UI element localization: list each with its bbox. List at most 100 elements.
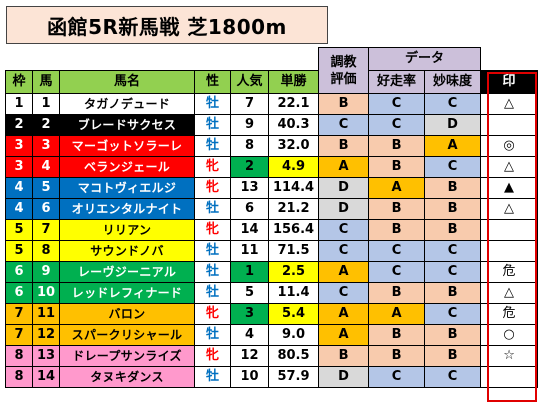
header-uma: 馬 [32, 70, 60, 94]
odds-cell: 4.9 [267, 156, 320, 178]
header-waku: 枠 [5, 70, 33, 94]
mark-cell: 危 [480, 303, 539, 325]
sex-cell: 牡 [194, 366, 231, 388]
chokyo-grade-cell: D [318, 198, 370, 220]
header-chokyo-line1: 調教 [330, 54, 357, 70]
popularity-cell: 10 [230, 366, 269, 388]
horse-name-cell: バロン [59, 303, 195, 325]
mark-cell: ▲ [480, 177, 539, 199]
mimi-grade-cell: B [424, 177, 482, 199]
chokyo-grade-cell: C [318, 282, 370, 304]
odds-cell: 2.5 [267, 261, 320, 283]
popularity-cell: 12 [230, 345, 269, 367]
waku-cell: 7 [5, 303, 33, 325]
horse-name-cell: タガノデュード [59, 93, 195, 115]
mark-cell: ☆ [480, 345, 539, 367]
chokyo-grade-cell: A [318, 261, 370, 283]
table-row: 4 5 マコトヴィエルジ牝 13 114.4 D A B ▲ [5, 177, 539, 199]
header-chokyo-line2: 評価 [330, 71, 357, 87]
chokyo-grade-cell: A [318, 156, 370, 178]
popularity-cell: 14 [230, 219, 269, 241]
odds-cell: 80.5 [267, 345, 320, 367]
waku-cell: 4 [5, 177, 33, 199]
kosou-grade-cell: C [368, 261, 426, 283]
uma-cell: 7 [32, 219, 60, 241]
kosou-grade-cell: C [368, 366, 426, 388]
popularity-cell: 11 [230, 240, 269, 262]
odds-cell: 21.2 [267, 198, 320, 220]
table-row: 5 8 サウンドノバ牡 11 71.5 C C C [5, 240, 539, 262]
waku-cell: 5 [5, 219, 33, 241]
kosou-grade-cell: B [368, 324, 426, 346]
horse-name-cell: オリエンタルナイト [59, 198, 195, 220]
waku-cell: 8 [5, 366, 33, 388]
header-mark: 印 [480, 70, 539, 94]
kosou-grade-cell: B [368, 219, 426, 241]
mimi-grade-cell: C [424, 303, 482, 325]
kosou-grade-cell: B [368, 135, 426, 157]
header-data-group: データ [368, 47, 482, 71]
mimi-grade-cell: B [424, 345, 482, 367]
race-table: 調教 評価 データ 枠 馬 馬名 性 人気 単勝 好走率 妙味度 印 1 1 タガノ… [5, 47, 539, 388]
popularity-cell: 6 [230, 198, 269, 220]
waku-cell: 2 [5, 114, 33, 136]
table-row: 6 9 レーヴジーニアル牡 1 2.5 A C C 危 [5, 261, 539, 283]
horse-name-cell: タヌキダンス [59, 366, 195, 388]
uma-cell: 2 [32, 114, 60, 136]
page-title: 函館5R新馬戦 芝1800m [6, 6, 328, 44]
kosou-grade-cell: A [368, 177, 426, 199]
chokyo-grade-cell: C [318, 240, 370, 262]
sex-cell: 牡 [194, 114, 231, 136]
mimi-grade-cell: C [424, 366, 482, 388]
header-horse: 馬名 [59, 70, 195, 94]
waku-cell: 6 [5, 261, 33, 283]
kosou-grade-cell: B [368, 282, 426, 304]
uma-cell: 3 [32, 135, 60, 157]
table-row: 6 10 レッドレフィナード牡 5 11.4 C B B △ [5, 282, 539, 304]
chokyo-grade-cell: B [318, 135, 370, 157]
table-row: 2 2 ブレードサクセス牡 9 40.3 C C D [5, 114, 539, 136]
kosou-grade-cell: A [368, 303, 426, 325]
header-kosou: 好走率 [368, 70, 426, 94]
horse-name-cell: ブレードサクセス [59, 114, 195, 136]
table-row: 1 1 タガノデュード牡 7 22.1 B C C △ [5, 93, 539, 115]
horse-name-cell: リリアン [59, 219, 195, 241]
header-spacer [6, 48, 319, 71]
popularity-cell: 2 [230, 156, 269, 178]
mark-cell [480, 219, 539, 241]
popularity-cell: 13 [230, 177, 269, 199]
kosou-grade-cell: B [368, 156, 426, 178]
chokyo-grade-cell: B [318, 345, 370, 367]
popularity-cell: 1 [230, 261, 269, 283]
mimi-grade-cell: A [424, 135, 482, 157]
header-row-top: 調教 評価 データ [6, 47, 538, 94]
sex-cell: 牡 [194, 240, 231, 262]
header-row: 枠 馬 馬名 性 人気 単勝 好走率 妙味度 印 [5, 70, 539, 94]
horse-name-cell: ベランジェール [59, 156, 195, 178]
table-row: 5 7 リリアン牝 14 156.4 C B B [5, 219, 539, 241]
chokyo-grade-cell: A [318, 303, 370, 325]
mimi-grade-cell: B [424, 219, 482, 241]
table-row: 8 13 ドレープサンライズ牝 12 80.5 B B B ☆ [5, 345, 539, 367]
mimi-grade-cell: D [424, 114, 482, 136]
horse-name-cell: マーゴットソラーレ [59, 135, 195, 157]
odds-cell: 11.4 [267, 282, 320, 304]
odds-cell: 114.4 [267, 177, 320, 199]
mark-cell: △ [480, 156, 539, 178]
kosou-grade-cell: B [368, 198, 426, 220]
kosou-grade-cell: B [368, 345, 426, 367]
header-mimi: 妙味度 [424, 70, 482, 94]
kosou-grade-cell: C [368, 93, 426, 115]
uma-cell: 13 [32, 345, 60, 367]
waku-cell: 7 [5, 324, 33, 346]
uma-cell: 9 [32, 261, 60, 283]
waku-cell: 3 [5, 135, 33, 157]
sex-cell: 牡 [194, 93, 231, 115]
odds-cell: 9.0 [267, 324, 320, 346]
chokyo-grade-cell: A [318, 324, 370, 346]
waku-cell: 3 [5, 156, 33, 178]
horse-name-cell: レーヴジーニアル [59, 261, 195, 283]
kosou-grade-cell: C [368, 240, 426, 262]
popularity-cell: 4 [230, 324, 269, 346]
table-row: 7 12 スパークリシャール牡 4 9.0 A B B ○ [5, 324, 539, 346]
